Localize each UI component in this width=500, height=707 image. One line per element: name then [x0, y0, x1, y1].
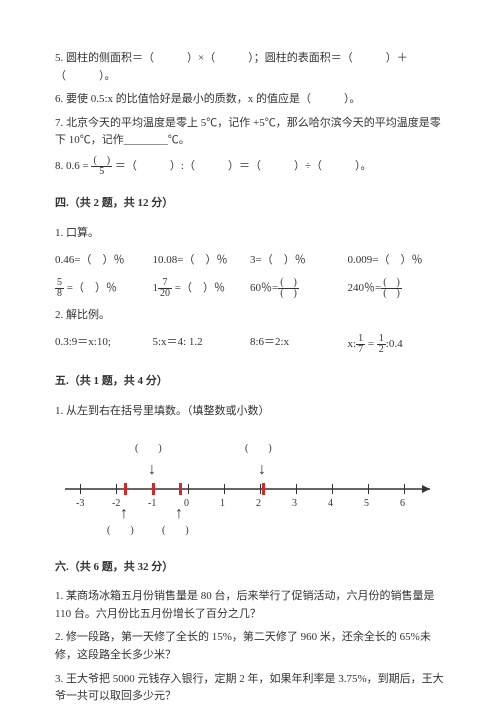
r2d-d: ( )	[381, 289, 402, 299]
number-line: -3-2-10123456 ( ) ↓ ( ) ↓ ↑ ( ) ↑ ( )	[60, 431, 440, 541]
calc-row-1: 0.46=（ ）％ 10.08=（ ）％ 3=（ ）％ 0.009=（ ）％	[55, 252, 445, 270]
r2c-pre: 60％=	[250, 282, 278, 294]
question-6: 6. 要使 0.5:x 的比值恰好是最小的质数，x 的值应是（ ）。	[55, 91, 445, 109]
r2a-d: 8	[55, 289, 64, 299]
r2d-frac: ( ) ( )	[381, 278, 402, 299]
bot-label-1: ( )	[107, 523, 134, 539]
p2: 5:x＝4: 1.2	[153, 334, 251, 355]
question-5: 5. 圆柱的侧面积＝（ ）×（ ）；圆柱的表面积＝（ ）＋（ ）。	[55, 50, 445, 85]
r1b: 10.08=（ ）％	[153, 252, 251, 270]
p4: x:17 = 12:0.4	[348, 334, 446, 355]
r2b: 1 7 20 =（ ）％	[153, 278, 251, 299]
section-5-title: 五.（共 1 题，共 4 分）	[55, 373, 445, 391]
p3: 8:6＝2:x	[250, 334, 348, 355]
tick-mark	[332, 484, 333, 494]
red-tick	[262, 483, 265, 495]
question-7: 7. 北京今天的平均温度是零上 5℃，记作 +5℃，那么哈尔滨今天的平均温度是零…	[55, 115, 445, 150]
r2b-post: =（ ）％	[172, 282, 225, 294]
s6-q2: 2. 修一段路，第一天修了全长的 15%，第二天修了 960 米，还余全长的 6…	[55, 629, 445, 664]
top-label-2: ( )	[245, 441, 272, 457]
s6-q3: 3. 王大爷把 5000 元钱存入银行，定期 2 年，如果年利率是 3.75%，…	[55, 671, 445, 706]
r1a: 0.46=（ ）％	[55, 252, 153, 270]
q8-fraction: ( ) 5	[91, 156, 112, 177]
ratio-row: 0.3:9＝x:10; 5:x＝4: 1.2 8:6＝2:x x:17 = 12…	[55, 334, 445, 355]
section-6-title: 六.（共 6 题，共 32 分）	[55, 559, 445, 577]
p4-mid: =	[365, 338, 377, 350]
r2a-post: =（ ）％	[64, 282, 117, 294]
r2c: 60％= ( ) ( )	[250, 278, 348, 299]
tick-mark	[296, 484, 297, 494]
calc-row-2: 5 8 =（ ）％ 1 7 20 =（ ）％ 60％= ( ) ( ) 240％…	[55, 278, 445, 299]
p1: 0.3:9＝x:10;	[55, 334, 153, 355]
tick-mark	[224, 484, 225, 494]
r2a-frac: 5 8	[55, 278, 64, 299]
tick-mark	[188, 484, 189, 494]
tick-mark	[404, 484, 405, 494]
p4-d2: 2	[377, 345, 386, 355]
tick-label: 6	[400, 496, 405, 512]
r2b-frac: 7 20	[158, 278, 172, 299]
r2d: 240％= ( ) ( )	[348, 278, 446, 299]
bot-label-2: ( )	[162, 523, 189, 539]
p4-f2: 12	[377, 334, 386, 355]
r2c-d: ( )	[278, 289, 299, 299]
down-arrow-1: ↓	[148, 457, 156, 483]
tick-label: 5	[364, 496, 369, 512]
tick-label: 1	[220, 496, 225, 512]
tick-mark	[368, 484, 369, 494]
top-label-1: ( )	[135, 441, 162, 457]
r1d: 0.009=（ ）％	[348, 252, 446, 270]
tick-label: -3	[76, 496, 84, 512]
p4-post: :0.4	[386, 338, 403, 350]
q8-den: 5	[91, 167, 112, 177]
p4-f1: 17	[356, 334, 365, 355]
red-tick	[179, 483, 182, 495]
r2d-pre: 240％=	[348, 282, 382, 294]
s5-q1: 1. 从左到右在括号里填数。（填整数或小数）	[55, 403, 445, 421]
q8-rest: ＝（ ）:（ ）＝（ ）÷（ ）。	[115, 160, 372, 172]
r2c-frac: ( ) ( )	[278, 278, 299, 299]
p4-pre: x:	[348, 338, 357, 350]
tick-mark	[80, 484, 81, 494]
tick-mark	[260, 484, 261, 494]
tick-label: 4	[328, 496, 333, 512]
red-tick	[152, 483, 155, 495]
tick-label: 2	[256, 496, 261, 512]
q8-prefix: 8. 0.6 =	[55, 160, 89, 172]
r2a: 5 8 =（ ）％	[55, 278, 153, 299]
tick-label: -1	[148, 496, 156, 512]
question-8: 8. 0.6 = ( ) 5 ＝（ ）:（ ）＝（ ）÷（ ）。	[55, 156, 445, 177]
s6-q1: 1. 某商场冰箱五月份销售量是 80 台，后来举行了促销活动，六月份的销售量是 …	[55, 588, 445, 623]
p4-d1: 7	[356, 345, 365, 355]
s4-q1: 1. 口算。	[55, 225, 445, 243]
red-tick	[124, 483, 127, 495]
r1c: 3=（ ）％	[250, 252, 348, 270]
tick-label: 0	[184, 496, 189, 512]
tick-mark	[116, 484, 117, 494]
s4-q2: 2. 解比例。	[55, 307, 445, 325]
r2b-d: 20	[158, 289, 172, 299]
tick-label: 3	[292, 496, 297, 512]
section-4-title: 四.（共 2 题，共 12 分）	[55, 195, 445, 213]
down-arrow-2: ↓	[258, 457, 266, 483]
